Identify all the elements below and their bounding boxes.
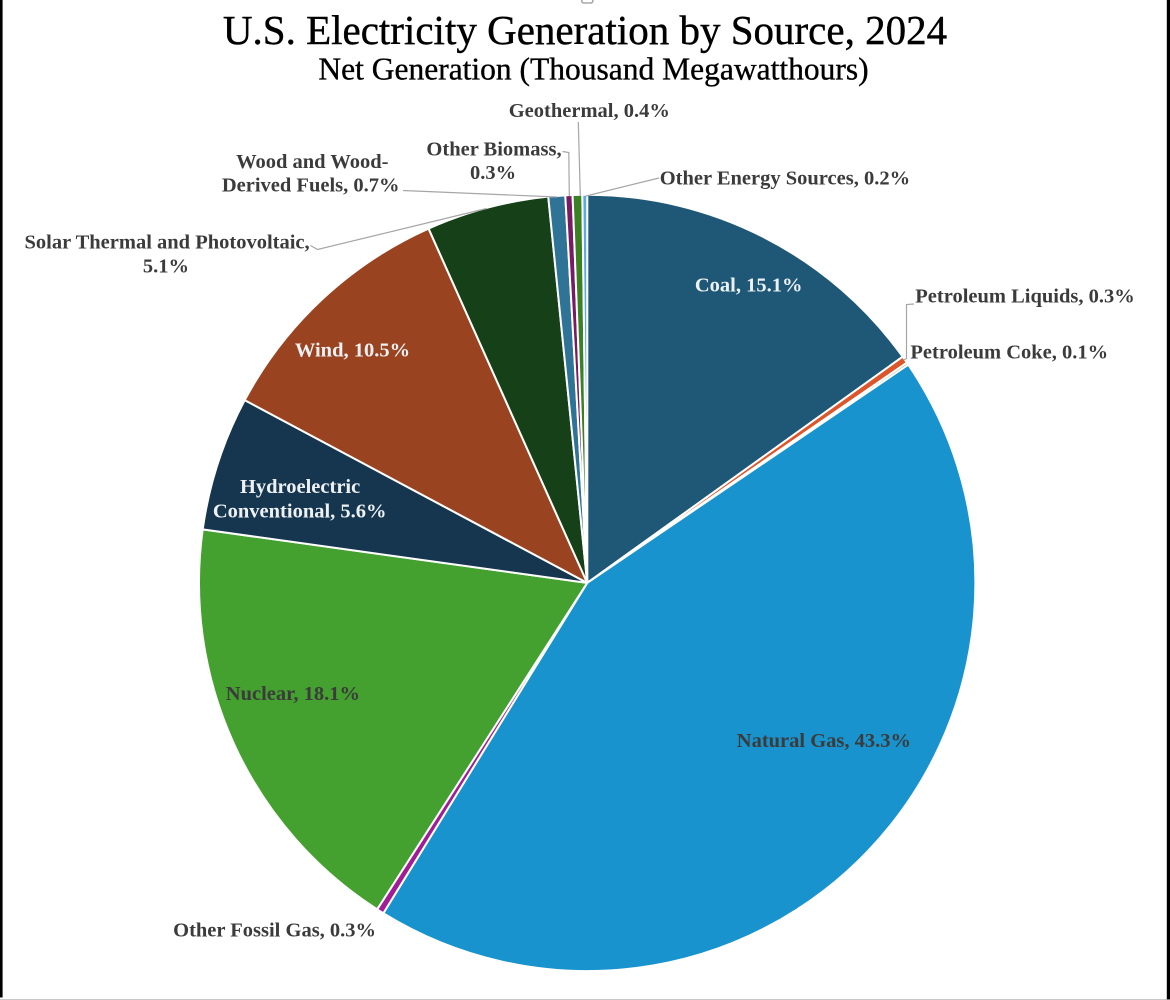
- svg-text:Net Generation (Thousand Megaw: Net Generation (Thousand Megawatthours): [318, 52, 868, 87]
- svg-text:Other Fossil Gas, 0.3%: Other Fossil Gas, 0.3%: [173, 920, 376, 942]
- svg-text:Derived Fuels, 0.7%: Derived Fuels, 0.7%: [222, 174, 400, 196]
- svg-text:U.S. Electricity Generation by: U.S. Electricity Generation by Source, 2…: [223, 7, 947, 53]
- svg-text:Hydroelectric: Hydroelectric: [240, 476, 360, 498]
- svg-text:Coal, 15.1%: Coal, 15.1%: [695, 275, 803, 297]
- svg-text:Geothermal, 0.4%: Geothermal, 0.4%: [509, 100, 670, 122]
- svg-text:Petroleum Coke, 0.1%: Petroleum Coke, 0.1%: [910, 342, 1108, 364]
- svg-text:Wind, 10.5%: Wind, 10.5%: [295, 340, 410, 362]
- svg-text:Other Biomass,: Other Biomass,: [426, 138, 561, 160]
- svg-text:Wood and Wood-: Wood and Wood-: [236, 151, 388, 173]
- svg-text:Conventional, 5.6%: Conventional, 5.6%: [213, 500, 387, 522]
- svg-text:Natural Gas, 43.3%: Natural Gas, 43.3%: [737, 730, 911, 752]
- svg-text:Petroleum Liquids, 0.3%: Petroleum Liquids, 0.3%: [915, 286, 1134, 308]
- svg-text:Other Energy Sources, 0.2%: Other Energy Sources, 0.2%: [660, 168, 910, 190]
- svg-text:0.3%: 0.3%: [470, 162, 516, 184]
- svg-text:5.1%: 5.1%: [143, 255, 189, 277]
- svg-text:Nuclear, 18.1%: Nuclear, 18.1%: [226, 683, 360, 705]
- svg-text:Solar Thermal and Photovoltaic: Solar Thermal and Photovoltaic,: [25, 231, 310, 253]
